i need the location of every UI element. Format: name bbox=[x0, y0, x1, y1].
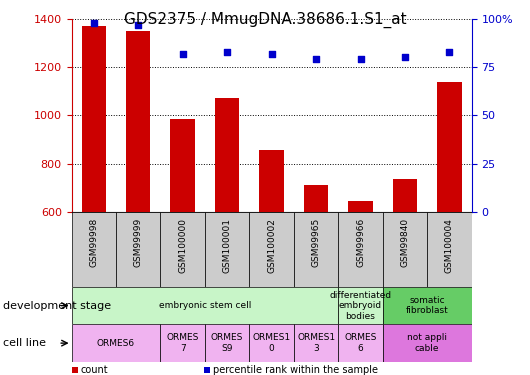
Text: development stage: development stage bbox=[3, 301, 111, 310]
Bar bbox=[348, 201, 373, 357]
Bar bbox=[383, 324, 472, 362]
Point bbox=[312, 56, 320, 62]
Text: cell line: cell line bbox=[3, 338, 46, 348]
Text: embryonic stem cell: embryonic stem cell bbox=[159, 301, 251, 310]
Text: ORMES
S9: ORMES S9 bbox=[211, 333, 243, 353]
Point bbox=[267, 51, 276, 57]
Bar bbox=[338, 324, 383, 362]
Text: ORMES1
3: ORMES1 3 bbox=[297, 333, 335, 353]
Text: differentiated
embryoid
bodies: differentiated embryoid bodies bbox=[330, 291, 392, 321]
Bar bbox=[250, 212, 294, 287]
Bar bbox=[215, 98, 240, 357]
Bar bbox=[383, 287, 472, 324]
Text: GSM99965: GSM99965 bbox=[312, 218, 321, 267]
Bar bbox=[259, 150, 284, 357]
Text: not appli
cable: not appli cable bbox=[407, 333, 447, 353]
Text: GSM100002: GSM100002 bbox=[267, 218, 276, 273]
Bar bbox=[161, 324, 205, 362]
Bar bbox=[294, 324, 338, 362]
Bar bbox=[72, 324, 161, 362]
Text: GSM99998: GSM99998 bbox=[89, 218, 98, 267]
Bar bbox=[427, 212, 472, 287]
Text: GSM100004: GSM100004 bbox=[445, 218, 454, 273]
Text: ORMES1
0: ORMES1 0 bbox=[253, 333, 290, 353]
Point bbox=[179, 51, 187, 57]
Text: GSM99966: GSM99966 bbox=[356, 218, 365, 267]
Text: ORMES6: ORMES6 bbox=[97, 339, 135, 348]
Text: ORMES
7: ORMES 7 bbox=[166, 333, 199, 353]
Bar bbox=[393, 179, 417, 357]
Text: percentile rank within the sample: percentile rank within the sample bbox=[213, 365, 378, 375]
Text: somatic
fibroblast: somatic fibroblast bbox=[406, 296, 448, 315]
Point bbox=[401, 54, 409, 60]
Bar bbox=[116, 212, 161, 287]
Text: ORMES
6: ORMES 6 bbox=[344, 333, 377, 353]
Bar bbox=[304, 185, 328, 357]
Point bbox=[134, 21, 143, 27]
Bar bbox=[205, 324, 250, 362]
Bar bbox=[82, 26, 106, 357]
Text: GSM99999: GSM99999 bbox=[134, 218, 143, 267]
Bar bbox=[171, 119, 195, 357]
Bar bbox=[338, 212, 383, 287]
Point bbox=[356, 56, 365, 62]
Bar bbox=[161, 212, 205, 287]
Text: GDS2375 / MmugDNA.38686.1.S1_at: GDS2375 / MmugDNA.38686.1.S1_at bbox=[123, 12, 407, 28]
Bar bbox=[126, 31, 151, 357]
Bar bbox=[437, 81, 462, 357]
Point bbox=[90, 20, 98, 26]
Bar bbox=[338, 287, 383, 324]
Text: GSM100000: GSM100000 bbox=[178, 218, 187, 273]
Bar bbox=[250, 324, 294, 362]
Bar bbox=[72, 212, 116, 287]
Point bbox=[445, 49, 454, 55]
Text: GSM100001: GSM100001 bbox=[223, 218, 232, 273]
Text: count: count bbox=[81, 365, 108, 375]
Bar bbox=[72, 287, 338, 324]
Point bbox=[223, 49, 232, 55]
Bar bbox=[294, 212, 338, 287]
Bar bbox=[383, 212, 427, 287]
Text: GSM99840: GSM99840 bbox=[401, 218, 410, 267]
Bar bbox=[205, 212, 250, 287]
